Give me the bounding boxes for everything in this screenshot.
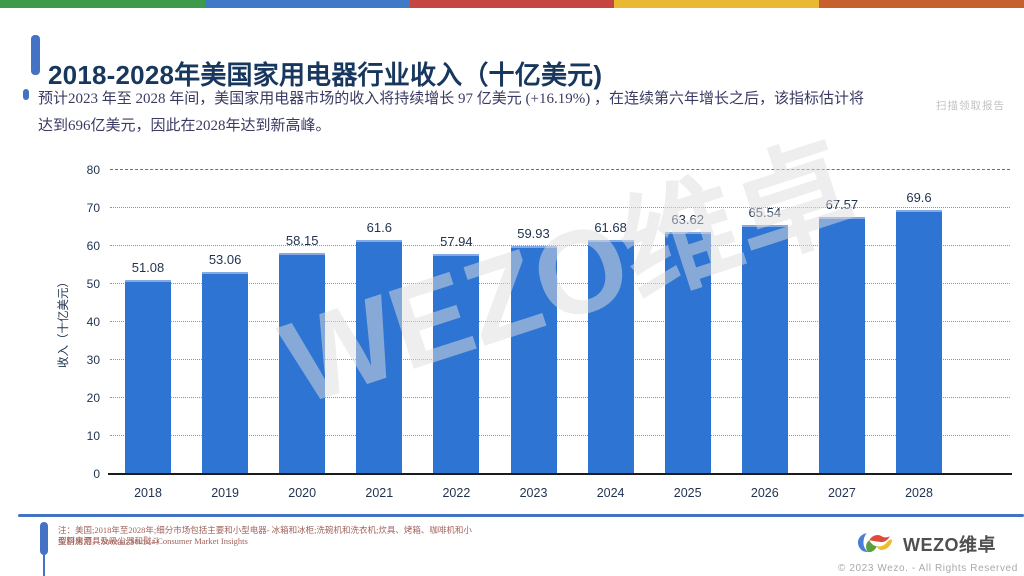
- bar-2023: [510, 246, 557, 474]
- page-title: 2018-2028年美国家用电器行业收入（十亿美元): [48, 60, 603, 91]
- summary-text: 预计2023 年至 2028 年间，美国家用电器市场的收入将持续增长 97 亿美…: [38, 86, 940, 140]
- bar-value-2026: 65.54: [748, 204, 782, 220]
- x-tick-2019: 2019: [211, 486, 239, 500]
- bar-value-2025: 63.62: [671, 212, 704, 228]
- stripe-segment-2: [204, 0, 410, 8]
- y-tick-0: 0: [93, 467, 100, 481]
- y-tick-20: 20: [86, 391, 100, 405]
- summary-line-1: 预计2023 年至 2028 年间，美国家用电器市场的收入将持续增长 97 亿美…: [38, 91, 864, 107]
- bar-2027: [818, 217, 865, 474]
- summary-bullet: [23, 89, 29, 100]
- x-tick-2018: 2018: [134, 486, 162, 500]
- y-tick-80: 80: [86, 163, 100, 177]
- copyright-text: © 2023 Wezo. - All Rights Reserved: [838, 563, 1018, 574]
- scan-report-hint: 扫描领取报告: [936, 100, 1005, 112]
- x-tick-2026: 2026: [750, 486, 779, 500]
- footer-separator-line: [18, 514, 1024, 517]
- x-tick-2025: 2025: [673, 486, 702, 500]
- gridline-30: [110, 359, 1010, 360]
- bar-2021: [356, 239, 403, 474]
- y-tick-10: 10: [86, 429, 100, 443]
- bar-value-2022: 57.94: [440, 233, 473, 249]
- summary-line-2: 达到696亿美元，因此在2028年达到新高峰。: [38, 118, 331, 134]
- bar-value-2028: 69.6: [906, 189, 932, 205]
- top-color-stripe: [0, 0, 1024, 8]
- y-tick-70: 70: [86, 201, 100, 215]
- bar-value-2018: 51.08: [131, 259, 165, 275]
- x-tick-2021: 2021: [365, 486, 394, 500]
- footnote-definition: 注：美国;2018年至2028年;细分市场包括主要和小型电器- 冰箱和冰柜;洗碗…: [58, 525, 472, 546]
- footnote-source: 资料来源：Statista; Statista Consumer Market …: [58, 536, 248, 546]
- stripe-segment-3: [409, 0, 615, 8]
- x-tick-2020: 2020: [288, 486, 317, 500]
- y-tick-30: 30: [86, 353, 100, 367]
- gridline-70: [110, 207, 1010, 208]
- x-tick-2024: 2024: [596, 486, 625, 500]
- bar-value-2019: 53.06: [208, 252, 242, 268]
- bar-2024: [587, 239, 634, 474]
- brand-name: WEZO维卓: [903, 535, 996, 555]
- x-tick-2028: 2028: [905, 486, 933, 500]
- bar-value-2020: 58.15: [285, 233, 319, 249]
- x-tick-2027: 2027: [827, 486, 856, 500]
- gridline-20: [110, 397, 1010, 398]
- y-tick-40: 40: [86, 315, 100, 329]
- y-tick-50: 50: [86, 277, 100, 291]
- footer-accent-line: [43, 553, 45, 576]
- x-tick-2023: 2023: [519, 486, 548, 500]
- x-tick-2022: 2022: [442, 486, 471, 500]
- gridline-80: [110, 169, 1010, 170]
- bar-value-2027: 67.57: [825, 197, 859, 213]
- gridline-10: [110, 435, 1010, 436]
- y-axis-title: 收入（十亿美元）: [58, 276, 70, 368]
- bar-value-2024: 61.68: [594, 219, 627, 235]
- bar-2019: [202, 272, 249, 474]
- plot-area: 51.08 53.06 58.15 61.6 57.94 59.93 61.68 63.62 6…: [110, 169, 1010, 474]
- bar-2022: [433, 253, 480, 474]
- stripe-segment-1: [0, 0, 205, 8]
- bar-2020: [279, 253, 326, 474]
- bar-2025: [664, 232, 711, 474]
- gridline-40: [110, 321, 1010, 322]
- bar-2018: [125, 279, 171, 474]
- y-tick-60: 60: [86, 239, 100, 253]
- footer-accent-capsule: [40, 522, 48, 555]
- stripe-segment-4: [614, 0, 820, 8]
- bar-value-2023: 59.93: [517, 226, 550, 242]
- gridline-50: [110, 283, 1010, 284]
- bar-2028: [896, 209, 942, 474]
- x-axis-line: [108, 473, 1012, 475]
- revenue-bar-chart: 0 10 20 30 40 50 60 70 80 收入（十亿美元） 51.08 53.06 58.…: [58, 123, 1012, 500]
- bar-value-2021: 61.6: [366, 219, 392, 235]
- title-accent-bar: [31, 35, 40, 75]
- bar-2026: [741, 224, 788, 474]
- y-axis: 0 10 20 30 40 50 60 70 80: [60, 163, 100, 481]
- wezo-logo-icon: [856, 532, 896, 556]
- gridline-60: [110, 245, 1010, 246]
- brand-block: WEZO维卓: [856, 531, 996, 557]
- stripe-segment-5: [819, 0, 1024, 8]
